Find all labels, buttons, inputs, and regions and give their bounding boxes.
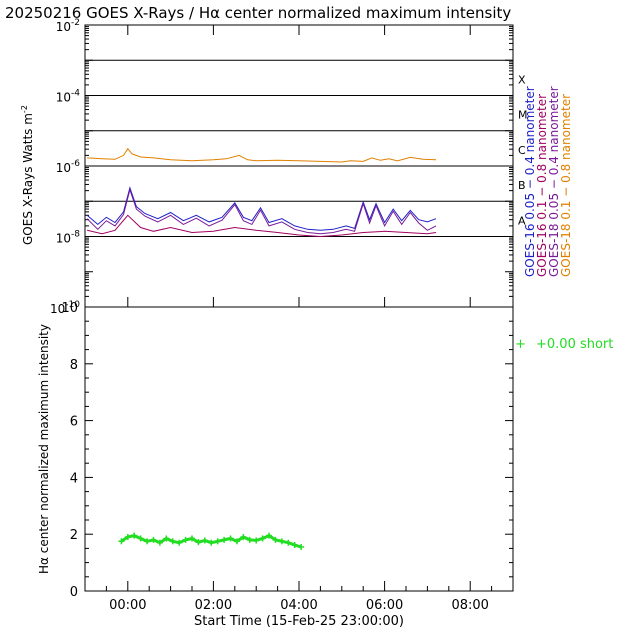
time-x-ticks: 00:00 02:00 04:00 06:00 08:00 [84, 25, 514, 613]
xray-y-axis-label: GOES X-Rays Watts m-2 [20, 105, 35, 245]
flare-class-label: C [518, 144, 526, 157]
xray-legend-entry: GOES-16 0.05 − 0.4 nanometer [523, 86, 537, 277]
x-tick-label: 08:00 [451, 598, 488, 613]
flare-class-label: X [518, 73, 526, 86]
y-tick-label: 10-4 [56, 89, 81, 105]
xray-series-line [87, 147, 437, 163]
x-tick-label: 02:00 [195, 598, 232, 613]
chart-title: 20250216 GOES X-Rays / Hα center normali… [5, 4, 511, 22]
xray-series-line [86, 214, 437, 238]
xray-series-line [86, 188, 437, 235]
xray-legend-entry: GOES-16 0.1 − 0.8 nanometer [535, 94, 549, 277]
y-tick-label: 6 [70, 415, 78, 430]
xray-y-ticks: 10-2 10-4 10-6 10-8 10-10 [50, 18, 513, 316]
halpha-series-line [120, 533, 302, 549]
xray-legend-entry: GOES-18 0.05 − 0.4 nanometer [547, 86, 561, 277]
y-tick-label: 10-10 [50, 300, 80, 316]
halpha-y-axis-label: Hα center normalized maximum intensity [37, 324, 51, 574]
xray-series [86, 147, 437, 238]
halpha-legend-label: +0.00 short [536, 337, 613, 352]
flare-class-labels: X M C B A [518, 73, 528, 227]
flare-threshold-lines [85, 59, 513, 237]
flare-class-label: A [518, 214, 526, 227]
halpha-plot-frame [84, 306, 514, 592]
y-tick-label: 0 [70, 585, 78, 600]
x-tick-label: 00:00 [109, 598, 146, 613]
flare-class-label: B [518, 179, 526, 192]
xray-series-line [86, 186, 437, 231]
y-tick-label: 10-8 [56, 230, 81, 246]
x-tick-label: 06:00 [366, 598, 403, 613]
y-tick-label: 8 [70, 358, 78, 373]
halpha-y-ticks: 0 2 4 6 8 10 [61, 301, 513, 600]
x-tick-label: 04:00 [280, 598, 317, 613]
halpha-series [118, 532, 305, 550]
y-tick-label: 10-2 [56, 18, 80, 34]
y-tick-label: 2 [70, 528, 78, 543]
flare-class-label: M [518, 109, 528, 122]
y-tick-label: 4 [70, 471, 78, 486]
halpha-legend-marker: + [515, 337, 526, 352]
x-axis-label: Start Time (15-Feb-25 23:00:00) [194, 614, 404, 629]
y-tick-label: 10-6 [56, 159, 81, 175]
y-tick-label: 10 [61, 301, 78, 316]
xray-legend-entry: GOES-18 0.1 − 0.8 nanometer [559, 94, 573, 277]
